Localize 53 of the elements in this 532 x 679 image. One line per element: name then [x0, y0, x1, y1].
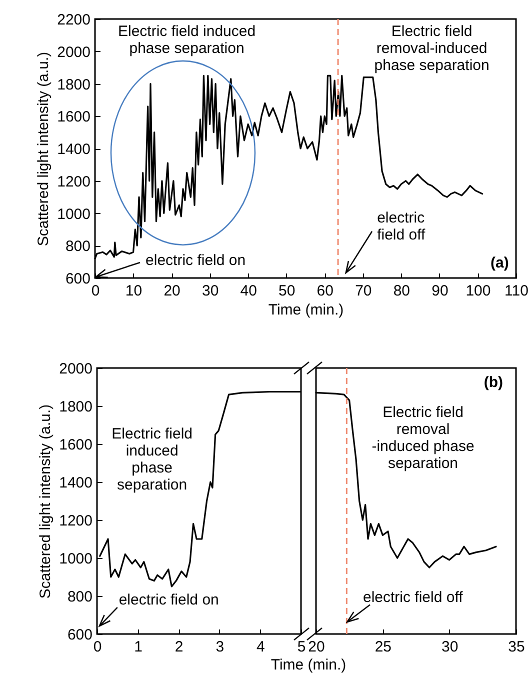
x-tick-label: 0: [93, 638, 102, 656]
x-tick-label: 5: [297, 638, 306, 656]
annotation: Electric field removal-induced phase separation: [374, 23, 490, 74]
y-tick-label: 1800: [57, 76, 90, 94]
x-axis-title: Time (min.): [268, 302, 344, 318]
y-tick-label: 600: [67, 626, 92, 644]
y-tick-label: 800: [65, 238, 90, 256]
annotation: electric field on: [118, 591, 219, 608]
y-tick-label: 1000: [57, 206, 90, 223]
y-axis-title: Scattered light intensity (a.u.): [35, 52, 52, 246]
x-tick-label: 1: [134, 638, 142, 656]
y-tick-label: 2000: [57, 44, 90, 61]
x-tick-label: 35: [508, 638, 525, 656]
x-tick-label: 110: [504, 282, 528, 300]
y-tick-label: 2200: [57, 12, 90, 28]
x-tick-label: 80: [393, 282, 410, 300]
x-tick-label: 30: [441, 638, 458, 656]
y-axis-title: Scattered light intensity (a.u.): [37, 404, 54, 599]
annotation: Electric field removal -induced phase separation: [372, 404, 474, 472]
x-tick-label: 20: [308, 638, 325, 656]
annotation: Electric field induced phase separation: [112, 426, 193, 494]
x-tick-label: 25: [374, 638, 392, 656]
x-axis-title: Time (min.): [270, 656, 346, 674]
x-tick-label: 2: [174, 638, 184, 656]
x-tick-label: 20: [164, 282, 180, 300]
y-tick-label: 800: [67, 588, 92, 606]
annotation: Electric field induced phase separation: [118, 23, 256, 58]
annotation: electric field on: [146, 252, 246, 269]
x-tick-label: 3: [216, 638, 224, 656]
y-tick-label: 600: [65, 270, 90, 288]
x-tick-label: 4: [256, 638, 265, 656]
y-tick-label: 1200: [59, 512, 92, 530]
y-tick-label: 2000: [59, 360, 92, 378]
x-tick-label: 60: [316, 282, 334, 300]
y-tick-label: 1000: [59, 550, 92, 568]
x-tick-label: 50: [278, 282, 296, 300]
x-tick-label: 70: [355, 282, 372, 300]
x-tick-label: 10: [125, 282, 142, 300]
y-tick-label: 1800: [59, 398, 92, 416]
annotation: electric field off: [377, 210, 426, 244]
annotation: (b): [484, 374, 503, 392]
y-tick-label: 1200: [57, 173, 90, 190]
x-tick-label: 100: [466, 282, 491, 300]
y-tick-label: 1600: [57, 108, 90, 126]
x-tick-label: 90: [432, 282, 448, 300]
y-tick-label: 1400: [57, 141, 90, 158]
annotation: (a): [490, 254, 509, 272]
y-tick-label: 1600: [59, 436, 92, 454]
y-tick-label: 1400: [59, 474, 92, 492]
x-tick-label: 40: [240, 282, 257, 300]
x-tick-label: 0: [91, 282, 100, 300]
annotation: electric field off: [363, 588, 464, 606]
x-tick-label: 30: [202, 282, 219, 300]
